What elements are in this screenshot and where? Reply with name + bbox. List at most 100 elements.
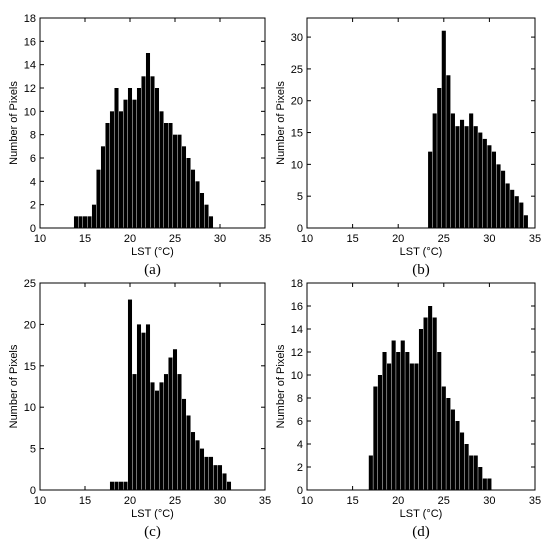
y-tick-label: 0	[297, 485, 303, 497]
x-tick-label: 25	[169, 233, 181, 245]
panel-caption: (b)	[412, 262, 430, 278]
y-tick-label: 16	[24, 36, 36, 48]
histogram-bar	[478, 132, 483, 228]
y-tick-label: 4	[30, 176, 36, 188]
histogram-bar	[450, 113, 455, 228]
histogram-bar	[177, 374, 182, 490]
histogram-bar	[464, 126, 469, 228]
plot-frame	[306, 17, 536, 229]
histogram-bar	[204, 204, 209, 228]
x-tick-label: 15	[346, 495, 358, 507]
histogram-bar	[437, 88, 442, 228]
histogram-bar	[159, 111, 164, 228]
histogram-panel-4: 10 15 20 25 30 35 0 2 4 6 8 10 12 14 16 18 LST (°C) Numbe…	[275, 278, 541, 540]
y-tick-label: 6	[297, 416, 303, 428]
y-tick-label: 10	[291, 159, 303, 171]
x-tick-label: 10	[34, 233, 46, 245]
histogram-bar	[186, 158, 191, 228]
histogram-bar	[396, 352, 401, 490]
y-tick-label: 20	[291, 96, 303, 108]
histogram-bar	[432, 317, 437, 490]
y-tick-label: 10	[24, 402, 36, 414]
histogram-bar	[446, 398, 451, 490]
y-tick-label: 12	[291, 347, 303, 359]
histogram-bar	[217, 465, 223, 490]
histogram-bar	[428, 306, 433, 490]
histogram-bar	[199, 193, 205, 228]
histogram-bar	[368, 455, 373, 490]
histogram-panel-1: 10 15 20 25 30 35 0 2 4 6 8 10 12 14 16 18 LST (°C) Numbe…	[8, 13, 271, 278]
x-tick-label: 30	[483, 233, 495, 245]
histogram-bar	[136, 88, 142, 228]
y-axis-label: Number of Pixels	[8, 81, 20, 165]
histogram-bar	[109, 111, 115, 228]
histogram-bar	[154, 390, 160, 490]
x-axis-label: LST (°C)	[131, 508, 174, 520]
histogram-bar	[141, 76, 146, 228]
histogram-bar	[519, 202, 524, 228]
y-tick-label: 0	[297, 223, 303, 235]
histogram-bar	[127, 299, 133, 490]
panel-caption: (a)	[144, 262, 161, 278]
x-tick-label: 35	[529, 233, 541, 245]
histogram-bar	[208, 456, 214, 490]
histogram-bar	[469, 113, 474, 228]
histogram-bar	[514, 196, 519, 228]
x-tick-label: 35	[259, 495, 271, 507]
histogram-bar	[78, 216, 83, 228]
histogram-bar	[208, 216, 214, 228]
histogram-bar	[510, 189, 515, 228]
plot-frame	[39, 17, 266, 229]
histogram-bar	[150, 382, 155, 490]
histogram-bar	[441, 30, 446, 229]
x-tick-label: 10	[34, 495, 46, 507]
y-tick-label: 4	[297, 439, 303, 451]
histogram-bar	[159, 382, 164, 490]
y-tick-label: 8	[30, 130, 36, 142]
histogram-bar	[132, 374, 137, 490]
histogram-bar	[459, 432, 465, 490]
x-tick-label: 25	[438, 233, 450, 245]
x-axis-label: LST (°C)	[400, 246, 443, 258]
histogram-bar	[73, 216, 79, 228]
histogram-bar	[405, 352, 410, 490]
x-tick-label: 20	[392, 233, 404, 245]
histogram-bar	[473, 455, 478, 490]
histogram-bar	[450, 409, 455, 490]
histogram-bar	[204, 456, 209, 490]
y-tick-label: 14	[24, 60, 36, 72]
y-axis-label: Number of Pixels	[8, 344, 20, 428]
histogram-bar	[222, 473, 227, 490]
y-tick-label: 16	[291, 301, 303, 313]
x-tick-label: 20	[124, 495, 136, 507]
histogram-bar	[455, 126, 460, 228]
y-tick-label: 12	[24, 83, 36, 95]
histogram-bar	[473, 126, 478, 228]
histogram-bar	[414, 363, 419, 490]
histogram-bar	[400, 340, 405, 490]
histogram-bar	[523, 215, 528, 228]
y-tick-label: 6	[30, 153, 36, 165]
y-axis-label: Number of Pixels	[275, 81, 287, 165]
histogram-bar	[464, 444, 469, 490]
histogram-bar	[441, 386, 446, 490]
histogram-bar	[505, 183, 510, 228]
histogram-bar	[82, 216, 88, 228]
y-tick-label: 25	[291, 64, 303, 76]
histogram-bar	[418, 329, 424, 490]
y-tick-label: 15	[24, 361, 36, 373]
x-tick-label: 30	[214, 495, 226, 507]
histogram-bar	[487, 145, 492, 228]
histogram-bar	[491, 151, 497, 228]
histogram-bar	[172, 349, 178, 490]
histogram-bar	[118, 481, 124, 490]
histogram-bar	[136, 324, 142, 490]
histogram-bar	[177, 134, 182, 228]
histogram-bar	[190, 169, 196, 228]
x-tick-label: 20	[392, 495, 404, 507]
histogram-bar	[455, 421, 460, 490]
histogram-bar	[118, 111, 124, 228]
x-tick-label: 15	[79, 495, 91, 507]
